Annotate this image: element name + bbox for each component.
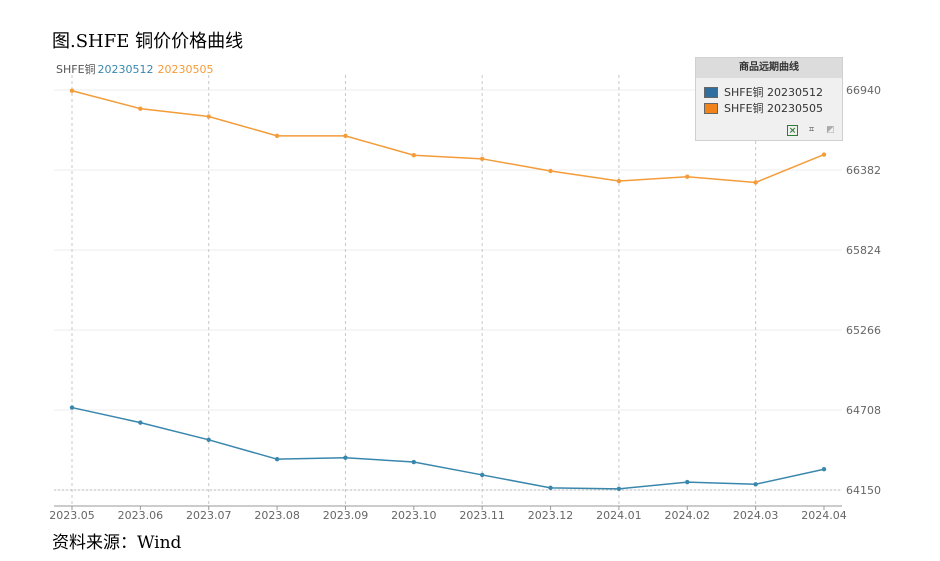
legend-item-series-1[interactable]: SHFE铜 20230512 (696, 84, 842, 100)
legend-label-series-2: SHFE铜 20230505 (724, 102, 824, 115)
export-excel-icon[interactable]: × (787, 125, 798, 136)
legend-label-series-1: SHFE铜 20230512 (724, 86, 824, 99)
chart-header-series-2: 20230505 (157, 63, 214, 76)
pin-icon[interactable]: ◩ (826, 125, 835, 135)
data-point-series-2 (69, 88, 75, 93)
legend-panel[interactable]: 商品远期曲线 SHFE铜 20230512 SHFE铜 20230505 × ⌗… (695, 57, 843, 141)
x-tick-label: 2023.08 (254, 509, 300, 522)
x-tick-label: 2023.06 (118, 509, 164, 522)
data-point-series-1 (138, 420, 143, 425)
data-point-series-2 (753, 180, 758, 185)
x-tick-label: 2023.11 (459, 509, 505, 522)
data-point-series-2 (479, 156, 485, 162)
y-tick-label: 64150 (846, 484, 881, 497)
crop-icon[interactable]: ⌗ (808, 125, 815, 135)
chart-header-series-1: 20230512 (97, 63, 154, 76)
legend-title: 商品远期曲线 (696, 58, 842, 78)
x-tick-label: 2023.12 (528, 509, 574, 522)
data-point-series-2 (548, 168, 553, 174)
source-note: 资料来源：Wind (52, 533, 182, 553)
x-tick-label: 2024.02 (665, 509, 711, 522)
data-point-series-2 (274, 133, 280, 139)
chart-header-prefix: SHFE铜 (56, 63, 96, 76)
x-tick-label: 2024.01 (596, 509, 642, 522)
y-tick-label: 66940 (846, 84, 881, 97)
data-point-series-1 (274, 456, 280, 462)
legend-item-series-2[interactable]: SHFE铜 20230505 (696, 100, 842, 116)
data-point-series-1 (821, 467, 827, 472)
data-point-series-1 (685, 479, 690, 485)
figure-title: 图.SHFE 铜价价格曲线 (52, 31, 244, 52)
series-line-1 (71, 406, 825, 490)
x-tick-label: 2023.10 (391, 509, 437, 522)
data-point-series-1 (206, 437, 211, 443)
x-tick-label: 2024.04 (801, 509, 847, 522)
data-point-series-1 (548, 485, 553, 491)
data-point-series-1 (343, 455, 348, 460)
y-tick-label: 65824 (846, 244, 881, 257)
legend-swatch-series-2 (704, 102, 718, 114)
data-point-series-2 (411, 153, 417, 158)
y-tick-label: 66382 (846, 164, 881, 177)
data-point-series-1 (753, 482, 758, 487)
x-tick-label: 2023.09 (323, 509, 369, 522)
data-point-series-1 (479, 472, 485, 478)
x-tick-label: 2023.07 (186, 509, 232, 522)
data-point-series-2 (685, 174, 690, 179)
data-point-series-2 (616, 178, 622, 184)
y-tick-label: 64708 (846, 404, 881, 417)
data-point-series-2 (138, 106, 143, 111)
data-point-series-2 (343, 133, 348, 139)
data-point-series-2 (821, 152, 827, 157)
y-tick-label: 65266 (846, 324, 881, 337)
legend-swatch-series-1 (704, 86, 718, 98)
series-line-2 (71, 89, 825, 184)
data-point-series-1 (411, 459, 417, 465)
x-tick-label: 2024.03 (733, 509, 779, 522)
data-point-series-1 (616, 486, 622, 492)
x-tick-label: 2023.05 (49, 509, 95, 522)
data-point-series-1 (69, 405, 75, 410)
chart-header: SHFE铜 20230512 20230505 (56, 61, 218, 77)
data-point-series-2 (206, 114, 211, 119)
legend-toolbar: × ⌗ ◩ (787, 125, 836, 136)
